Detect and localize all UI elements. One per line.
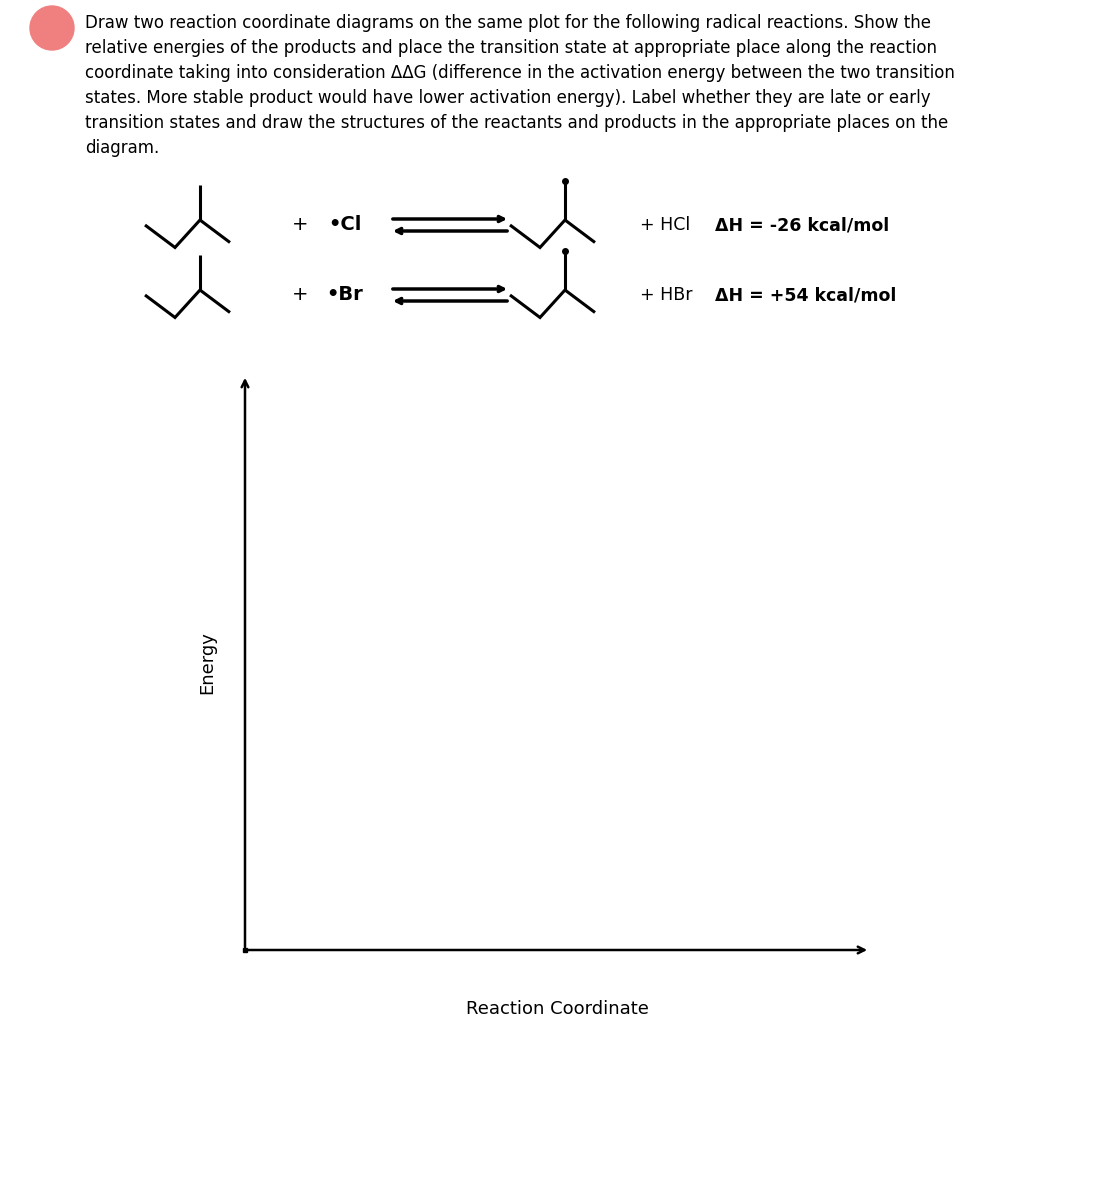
Text: •Br: •Br bbox=[327, 286, 364, 305]
Circle shape bbox=[30, 6, 74, 50]
Text: + HCl: + HCl bbox=[640, 216, 690, 234]
Text: Draw two reaction coordinate diagrams on the same plot for the following radical: Draw two reaction coordinate diagrams on… bbox=[85, 14, 955, 157]
Text: +: + bbox=[292, 216, 308, 234]
Text: +: + bbox=[292, 286, 308, 305]
Text: ΔH = +54 kcal/mol: ΔH = +54 kcal/mol bbox=[715, 286, 896, 304]
Text: + HBr: + HBr bbox=[640, 286, 693, 304]
Text: Energy: Energy bbox=[198, 631, 216, 694]
Text: •Cl: •Cl bbox=[328, 216, 361, 234]
Text: Reaction Coordinate: Reaction Coordinate bbox=[466, 1000, 649, 1018]
Text: ΔH = -26 kcal/mol: ΔH = -26 kcal/mol bbox=[715, 216, 890, 234]
